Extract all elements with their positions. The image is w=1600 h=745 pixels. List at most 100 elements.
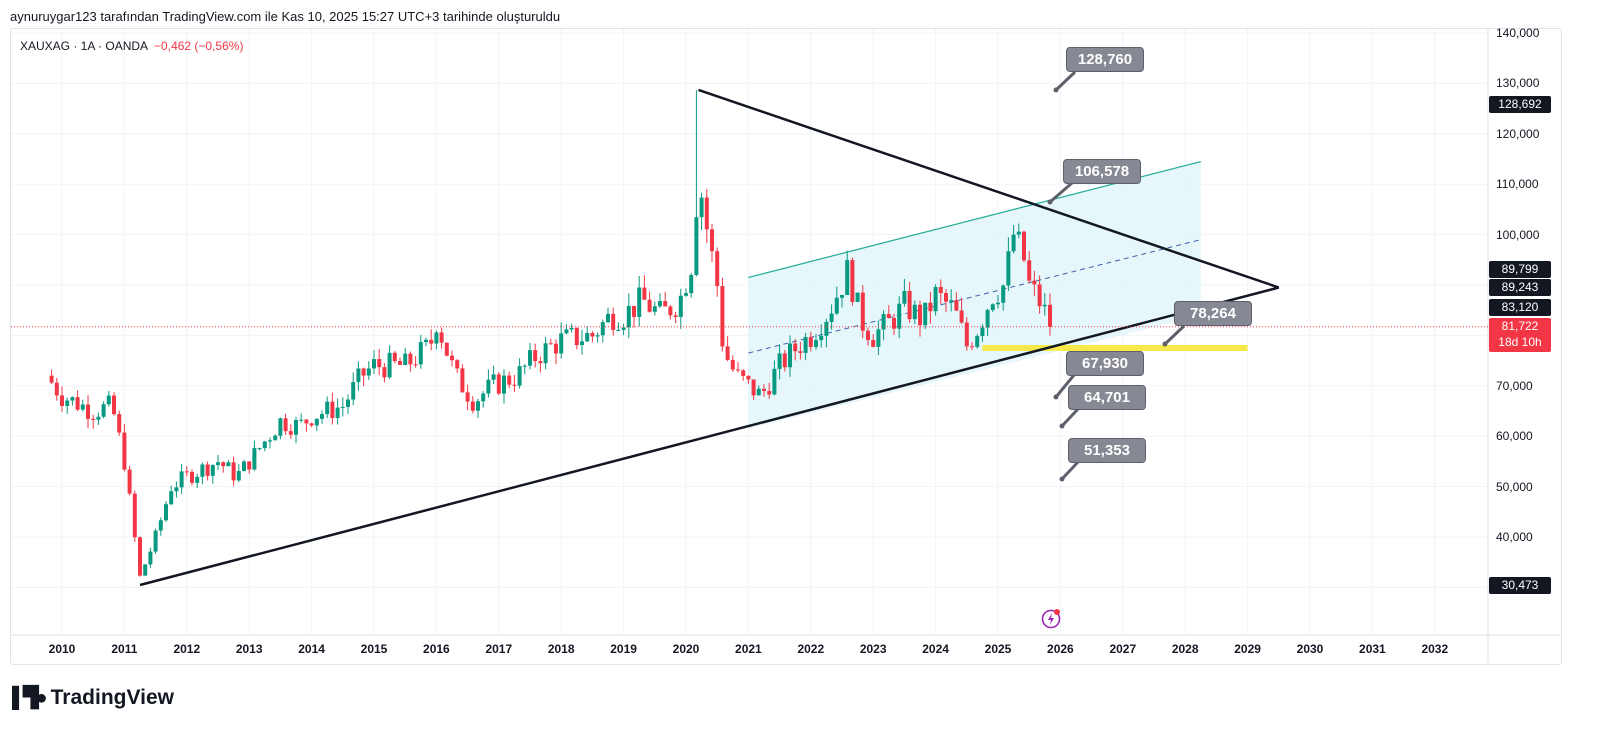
candle-body (793, 343, 798, 352)
candle-body (860, 292, 865, 331)
candle-body (1006, 251, 1011, 286)
candle-body (746, 375, 751, 380)
candle-body (382, 367, 387, 378)
tradingview-logo[interactable]: ▌▜● TradingView (12, 685, 174, 710)
candle-body (346, 399, 350, 407)
candle-body (75, 397, 80, 410)
candle-body (824, 321, 829, 336)
candle-body (252, 448, 257, 470)
callout-pointer (1060, 460, 1080, 481)
candle-body (751, 379, 756, 396)
time-axis-label: 2011 (111, 642, 138, 656)
price-callout[interactable]: 78,264 (1174, 301, 1252, 326)
candle-body (762, 388, 766, 391)
candle-body (158, 520, 163, 531)
current-price: 81,722 (1501, 318, 1539, 333)
candle-body (340, 406, 345, 408)
candle-body (845, 260, 850, 295)
price-axis-label: 70,000 (1496, 378, 1533, 393)
candle-body (278, 418, 283, 436)
time-axis-label: 2023 (859, 642, 887, 656)
candle-body (1011, 234, 1016, 252)
candle-body (91, 418, 96, 420)
price-callout[interactable]: 106,578 (1063, 159, 1141, 184)
candle-body (231, 462, 236, 481)
candle-body (1037, 284, 1042, 307)
price-callout[interactable]: 128,760 (1066, 47, 1144, 72)
callout-anchor-dot (1059, 476, 1065, 482)
price-axis-label: 130,000 (1496, 76, 1540, 91)
callout-pointer (1163, 324, 1186, 346)
price-tag: 89,243 (1489, 279, 1551, 296)
symbol-legend[interactable]: XAUXAG · 1A · OANDA −0,462 (−0,56%) (20, 39, 243, 53)
candle-body (782, 353, 787, 368)
candle-body (294, 420, 298, 435)
candle-body (403, 353, 408, 365)
candle-body (372, 359, 376, 369)
candle-body (481, 393, 486, 402)
candle-body (834, 297, 839, 314)
logo-text: TradingView (50, 685, 174, 709)
time-axis-label: 2010 (48, 642, 76, 656)
lightning-alert-icon[interactable] (1040, 608, 1062, 630)
candle-body (850, 260, 855, 302)
candle-body (767, 390, 772, 395)
candle-body (455, 360, 460, 369)
price-callout[interactable]: 64,701 (1068, 385, 1146, 410)
candle-body (1027, 260, 1032, 281)
candle-body (949, 300, 954, 302)
candle-body (273, 435, 278, 441)
time-axis-label: 2020 (672, 642, 700, 656)
candle-body (881, 314, 886, 330)
candle-body (444, 342, 449, 356)
candle-body (678, 295, 683, 317)
price-tag: 83,120 (1489, 299, 1551, 316)
candle-body (242, 461, 246, 472)
candle-body (876, 329, 881, 347)
candle-body (548, 343, 553, 345)
price-callout[interactable]: 51,353 (1068, 438, 1146, 463)
candle-body (179, 471, 184, 488)
candle-body (710, 229, 714, 252)
callout-anchor-dot (1047, 199, 1053, 205)
candle-body (429, 339, 434, 344)
candle-body (205, 464, 210, 476)
candle-body (351, 382, 356, 400)
channel-fill (748, 161, 1201, 429)
candle-body (866, 330, 870, 341)
candle-body (600, 322, 605, 336)
logo-icon: ▌▜● (12, 687, 48, 709)
candle-body (871, 340, 876, 347)
price-axis-label: 110,000 (1496, 177, 1539, 192)
candle-body (829, 313, 834, 322)
time-axis-label: 2024 (922, 642, 949, 656)
candle-body (1032, 280, 1037, 285)
candle-body (580, 341, 584, 346)
candle-body (673, 315, 678, 317)
candle-body (216, 462, 220, 466)
candle-body (730, 359, 735, 370)
price-callout[interactable]: 67,930 (1066, 351, 1144, 376)
candle-body (257, 448, 262, 450)
candle-body (699, 197, 704, 218)
candle-body (658, 301, 662, 307)
candle-body (491, 374, 496, 380)
candle-body (325, 401, 330, 415)
candle-body (933, 286, 938, 312)
candle-body (741, 370, 746, 376)
callout-anchor-dot (1059, 423, 1065, 429)
candle-body (637, 287, 642, 317)
candle-body (434, 332, 439, 344)
candle-body (694, 217, 699, 276)
time-axis-label: 2031 (1359, 642, 1386, 656)
candle-body (164, 504, 168, 521)
candle-body (855, 292, 860, 302)
candle-body (138, 537, 142, 576)
support-zone (982, 345, 1248, 351)
candle-body (288, 431, 293, 435)
candle-body (725, 346, 730, 360)
candle-body (361, 368, 366, 376)
candle-body (1048, 304, 1052, 327)
candle-body (1042, 304, 1047, 307)
